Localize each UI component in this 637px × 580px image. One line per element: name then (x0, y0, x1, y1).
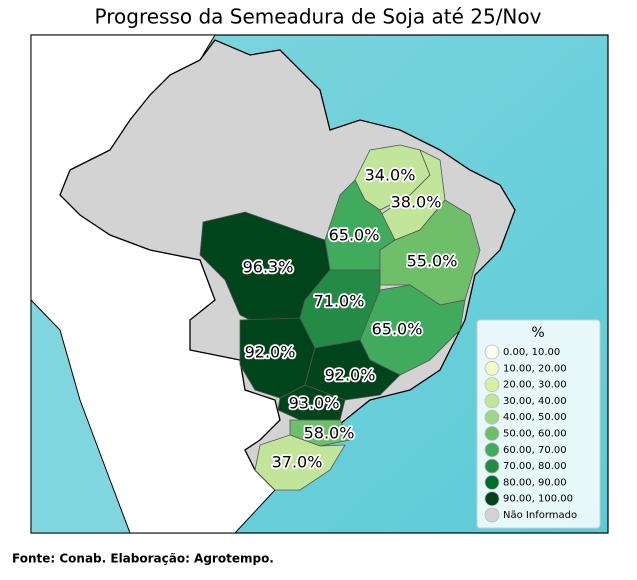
legend-swatch (484, 507, 500, 523)
legend-swatch (484, 474, 500, 490)
legend-label: 70.00, 80.00 (503, 461, 567, 472)
legend-swatch (484, 458, 500, 474)
region-label: 58.0% (304, 424, 355, 443)
region-label: 65.0% (372, 320, 423, 339)
legend-label: 0.00, 10.00 (503, 347, 560, 358)
legend-swatch (484, 377, 500, 393)
legend-label: 90.00, 100.00 (503, 494, 573, 505)
pacific-coast (30, 35, 131, 534)
region-label: 37.0% (272, 453, 323, 472)
legend-label: 30.00, 40.00 (503, 396, 567, 407)
legend-label: 50.00, 60.00 (503, 429, 567, 440)
source-note: Fonte: Conab. Elaboração: Agrotempo. (12, 552, 274, 566)
region-sc (289, 419, 351, 447)
region-labels: 34.0% 38.0% 65.0% 55.0% 96.3% 71.0% 65.0… (241, 164, 459, 474)
map-title: Progresso da Semeadura de Soja até 25/No… (95, 5, 542, 29)
region-label: 92.0% (325, 366, 376, 385)
region-label: 38.0% (391, 193, 442, 212)
legend-label: 10.00, 20.00 (503, 363, 567, 374)
legend: % 0.00, 10.00 10.00, 20.00 20.00, 30.00 30.… (476, 319, 601, 529)
legend-label: 60.00, 70.00 (503, 445, 567, 456)
region-label: 55.0% (407, 252, 458, 271)
legend-box (476, 319, 601, 529)
legend-swatch (484, 360, 500, 376)
region-label: 96.3% (243, 258, 294, 277)
legend-swatch (484, 426, 500, 441)
legend-label: 40.00, 50.00 (503, 412, 567, 423)
legend-label: Não Informado (503, 510, 577, 521)
regions (199, 144, 481, 491)
legend-swatch (484, 409, 500, 425)
region-label: 92.0% (245, 343, 296, 362)
region-rs (254, 434, 346, 491)
legend-swatch (484, 344, 500, 360)
region-label: 93.0% (289, 394, 340, 413)
legend-swatch (484, 442, 500, 458)
region-label: 34.0% (365, 166, 416, 185)
legend-swatch (484, 393, 500, 409)
legend-swatch (484, 491, 500, 507)
region-label: 65.0% (329, 226, 380, 245)
region-label: 71.0% (314, 292, 365, 311)
legend-label: 80.00, 90.00 (503, 477, 567, 488)
legend-title: % (531, 325, 544, 341)
legend-label: 20.00, 30.00 (503, 380, 567, 391)
